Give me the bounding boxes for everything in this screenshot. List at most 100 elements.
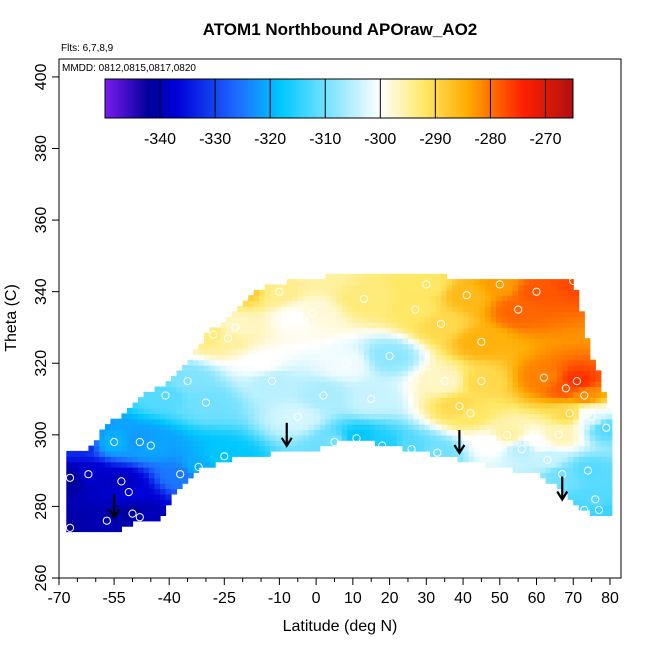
heat-cell [226,402,233,409]
heat-cell [578,359,585,366]
colorbar-segment [427,79,431,118]
heat-cell [562,445,569,452]
heat-cell [127,450,134,457]
heat-cell [143,397,150,404]
heat-cell [380,408,387,414]
heat-cell [226,418,233,425]
heat-cell [545,402,552,409]
heat-cell [529,467,536,473]
heat-cell [182,413,189,420]
heat-cell [468,418,475,425]
heat-cell [176,391,183,398]
heat-cell [485,338,492,345]
colorbar-segment [203,79,207,118]
heat-cell [396,348,403,355]
heat-cell [149,472,156,479]
heat-cell [457,450,464,457]
heat-cell [325,343,332,350]
heat-cell [595,402,602,409]
heat-cell [518,467,525,473]
heat-cell [413,300,420,307]
heat-cell [584,375,591,382]
heat-cell [292,424,299,431]
heat-cell [270,300,277,307]
heat-cell [413,413,420,420]
heat-cell [149,467,156,473]
heat-cell [319,338,326,345]
heat-cell [182,391,189,398]
data-point [275,287,284,296]
heat-cell [468,343,475,350]
heat-cell [281,284,288,291]
heat-cell [226,359,233,366]
heat-cell [441,375,448,382]
data-point [319,391,328,400]
heat-cell [374,327,381,334]
heat-cell [529,338,536,345]
heat-cell [562,434,569,441]
heat-cell [441,311,448,318]
heat-cell [115,461,122,468]
heat-cell [176,461,183,468]
heat-cell [358,311,365,318]
heat-cell [556,327,563,334]
heat-cell [512,450,519,457]
heat-cell [270,391,277,398]
heat-cell [369,370,376,377]
heat-cell [264,359,271,366]
plot-frame [58,58,622,579]
heat-cell [77,493,84,500]
heat-cell [352,332,359,339]
heat-cell [441,343,448,350]
heat-cell [479,456,486,463]
heat-cell [259,418,266,425]
heat-cell [143,434,150,441]
heat-cell [198,391,205,398]
heat-cell [551,472,558,479]
heat-cell [71,520,78,527]
heat-cell [253,386,260,393]
heat-cell [396,322,403,329]
heat-cell [523,365,530,371]
heat-cell [529,327,536,334]
heat-cell [435,359,442,366]
heat-cell [468,316,475,323]
heat-cell [606,424,613,431]
heat-cell [507,440,514,447]
colorbar-segment [156,79,160,118]
heat-cell [496,306,503,312]
heat-cell [242,381,249,388]
heat-cell [419,440,426,447]
heat-cell [369,332,376,339]
heat-cell [99,477,106,484]
heat-cell [435,279,442,286]
heat-cell [242,370,249,377]
heat-cell [187,450,194,457]
heat-cell [474,289,481,296]
colorbar-segment [523,79,527,118]
heat-cell [595,472,602,479]
heat-cell [441,327,448,334]
heat-cell [534,467,541,473]
heat-cell [567,493,574,500]
colorbar-segment [388,79,391,118]
heat-cell [556,391,563,398]
heat-cell [303,413,310,420]
heat-cell [402,381,409,388]
heat-cell [606,477,613,484]
heat-cell [595,510,602,516]
heat-cell [110,477,117,484]
heat-cell [314,359,321,366]
heat-cell [408,434,415,441]
heat-cell [220,365,227,371]
heat-cell [336,370,343,377]
heat-cell [270,306,277,312]
heat-cell [523,343,530,350]
heat-cell [259,434,266,441]
heat-cell [275,386,282,393]
heat-cell [408,381,415,388]
heat-cell [551,391,558,398]
heat-cell [408,311,415,318]
heat-cell [578,375,585,382]
heat-cell [209,332,216,339]
